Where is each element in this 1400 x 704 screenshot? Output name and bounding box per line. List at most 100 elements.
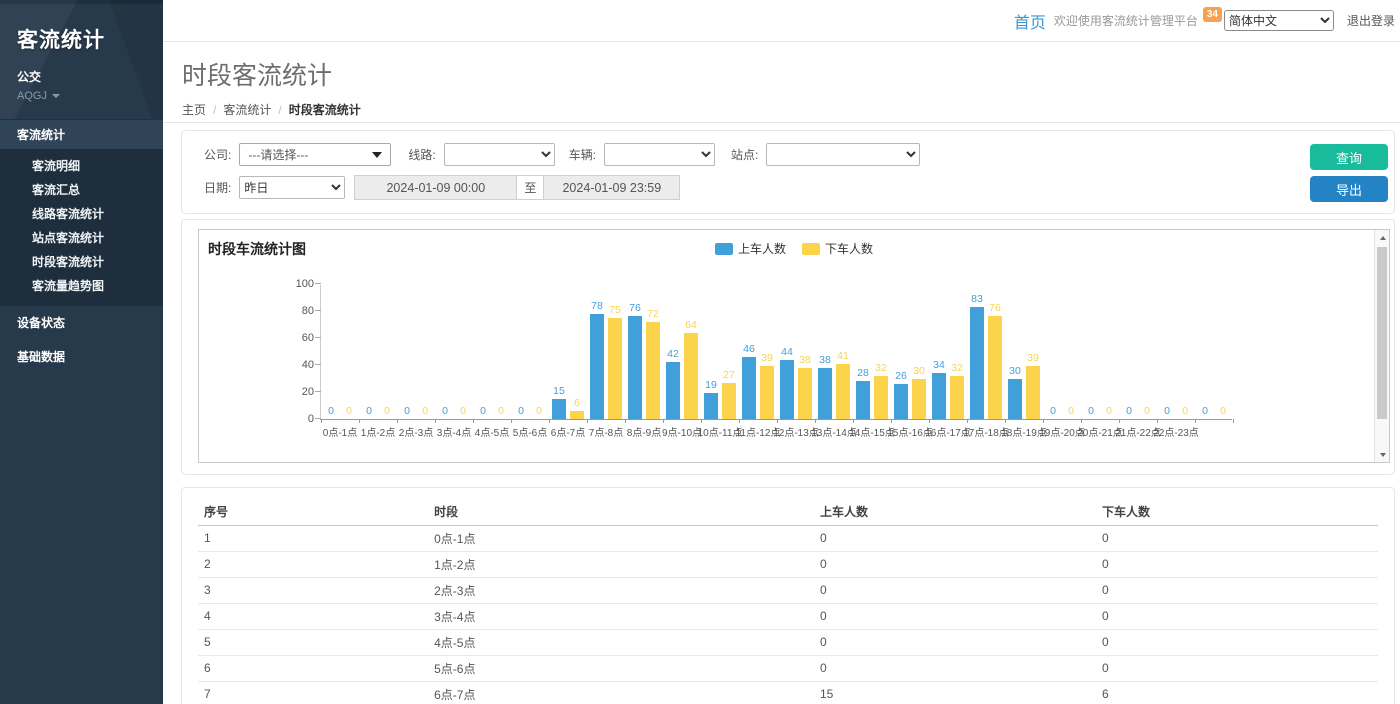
breadcrumb: 主页 / 客流统计 / 时段客流统计 <box>182 101 1400 118</box>
table-cell: 6 <box>198 655 429 682</box>
bar-value-label: 39 <box>761 352 773 365</box>
chart-legend: 上车人数 下车人数 <box>714 240 873 257</box>
x-axis-tick <box>1043 419 1044 423</box>
table-cell: 15 <box>813 681 1096 704</box>
bar-column: 0 <box>380 406 394 419</box>
legend-alighting[interactable]: 下车人数 <box>802 240 873 257</box>
bar-column: 78 <box>590 300 604 419</box>
notification-badge[interactable]: 34 <box>1202 7 1222 22</box>
bar-column: 0 <box>418 406 432 419</box>
legend-swatch-boarding <box>714 242 733 255</box>
table-cell: 0 <box>1095 577 1378 604</box>
legend-boarding[interactable]: 上车人数 <box>714 240 786 257</box>
sidebar-item-period-stats[interactable]: 时段客流统计 <box>32 255 105 269</box>
bar <box>932 373 946 419</box>
table-cell: 0 <box>1095 551 1378 578</box>
y-axis-label: 0 <box>307 413 314 425</box>
x-axis-label: 12点-13点 <box>773 428 819 439</box>
bar-column: 38 <box>818 354 832 419</box>
chart-category-group: 46 39 <box>739 284 777 419</box>
bar <box>608 317 622 419</box>
bar <box>570 410 584 419</box>
home-link[interactable]: 首页 <box>1013 14 1046 32</box>
breadcrumb-passenger-stats[interactable]: 客流统计 <box>223 103 272 117</box>
bar-column: 0 <box>1160 406 1174 419</box>
vehicle-select[interactable] <box>604 143 716 166</box>
chart-category-group: 34 32 <box>929 284 967 419</box>
bar-column: 34 <box>932 360 946 419</box>
bar <box>1026 366 1040 419</box>
bar-value-label: 30 <box>1009 364 1021 377</box>
sidebar-item-device-status[interactable]: 设备状态 <box>17 316 66 330</box>
bar-column: 0 <box>456 406 470 419</box>
bar-value-label: 0 <box>328 405 334 417</box>
sidebar-item-passenger-summary[interactable]: 客流汇总 <box>32 183 81 197</box>
sidebar-item-base-data[interactable]: 基础数据 <box>17 350 66 364</box>
topbar: 首页 欢迎使用客流统计管理平台 34 简体中文 退出登录 <box>163 0 1400 42</box>
x-axis-label: 1点-2点 <box>360 428 396 439</box>
chart-category-group: 30 39 <box>1005 284 1043 419</box>
x-axis-label: 21点-22点 <box>1115 428 1161 439</box>
header-boarding: 上车人数 <box>813 498 1096 526</box>
station-select[interactable] <box>766 143 921 166</box>
export-button[interactable]: 导出 <box>1310 176 1388 202</box>
sidebar-item-passenger-detail[interactable]: 客流明细 <box>32 159 81 173</box>
x-axis-label: 15点-16点 <box>887 428 933 439</box>
bar <box>950 375 964 419</box>
query-button[interactable]: 查询 <box>1310 144 1388 170</box>
table-cell: 1点-2点 <box>428 551 814 578</box>
sidebar-group-passenger-stats[interactable]: 客流统计 <box>0 119 163 149</box>
bar-value-label: 0 <box>1126 405 1132 417</box>
bar-column: 72 <box>646 308 660 419</box>
company-select[interactable]: ---请选择--- <box>239 143 392 166</box>
filter-row-2: 日期: 昨日 2024-01-09 00:00 至 2024-01-09 23:… <box>204 175 1394 200</box>
org-selector[interactable]: AQGJ <box>17 90 163 102</box>
table-row: 1 0点-1点 0 0 <box>198 525 1378 552</box>
x-axis-tick <box>625 419 626 423</box>
sidebar-item-trend-chart[interactable]: 客流量趋势图 <box>32 279 105 293</box>
bar-value-label: 83 <box>971 292 983 305</box>
breadcrumb-home[interactable]: 主页 <box>182 103 207 117</box>
chart-category-group: 76 72 <box>625 284 663 419</box>
logout-link[interactable]: 退出登录 <box>1346 14 1395 28</box>
bar-column: 0 <box>1046 406 1060 419</box>
x-axis-tick <box>511 419 512 423</box>
bar-value-label: 0 <box>422 405 428 417</box>
bar-value-label: 26 <box>895 369 907 382</box>
bar-column: 30 <box>912 364 926 419</box>
page-title: 时段客流统计 <box>182 62 333 90</box>
date-end-input[interactable]: 2024-01-09 23:59 <box>543 175 681 200</box>
bar-value-label: 0 <box>1164 405 1170 417</box>
legend-swatch-alighting <box>802 242 820 255</box>
scroll-up-icon[interactable] <box>1375 230 1389 245</box>
sidebar-item-line-stats[interactable]: 线路客流统计 <box>32 207 105 221</box>
header-index: 序号 <box>198 498 429 526</box>
bar <box>684 332 698 419</box>
sidebar-item-station-stats[interactable]: 站点客流统计 <box>32 231 105 245</box>
date-start-input[interactable]: 2024-01-09 00:00 <box>354 175 518 200</box>
bar <box>874 375 888 419</box>
table-cell: 0 <box>813 629 1096 656</box>
x-axis-label: 22点-23点 <box>1153 428 1199 439</box>
x-axis-tick <box>473 419 474 423</box>
x-axis-tick <box>891 419 892 423</box>
bar-value-label: 44 <box>781 345 793 358</box>
line-select[interactable] <box>443 143 555 166</box>
bar-value-label: 30 <box>913 364 925 377</box>
y-axis-tick <box>315 364 321 365</box>
bar-column: 19 <box>704 380 718 419</box>
chart-scrollbar[interactable] <box>1374 230 1389 462</box>
y-axis-label: 40 <box>301 359 314 371</box>
chart-category-group: 15 6 <box>549 284 587 419</box>
chart-plot[interactable]: 0 20 40 60 80 100 0 0 0点-1点 0 0 1点-2点 0 0 2点-3点 0 0 3点-4点… <box>296 278 1234 439</box>
language-select[interactable]: 简体中文 <box>1223 10 1334 31</box>
date-preset-select[interactable]: 昨日 <box>239 176 346 199</box>
bar-column: 28 <box>856 368 870 419</box>
scroll-down-icon[interactable] <box>1375 447 1389 462</box>
bar-value-label: 0 <box>1182 405 1188 417</box>
table-cell: 4 <box>198 603 429 630</box>
scrollbar-thumb[interactable] <box>1377 247 1387 419</box>
